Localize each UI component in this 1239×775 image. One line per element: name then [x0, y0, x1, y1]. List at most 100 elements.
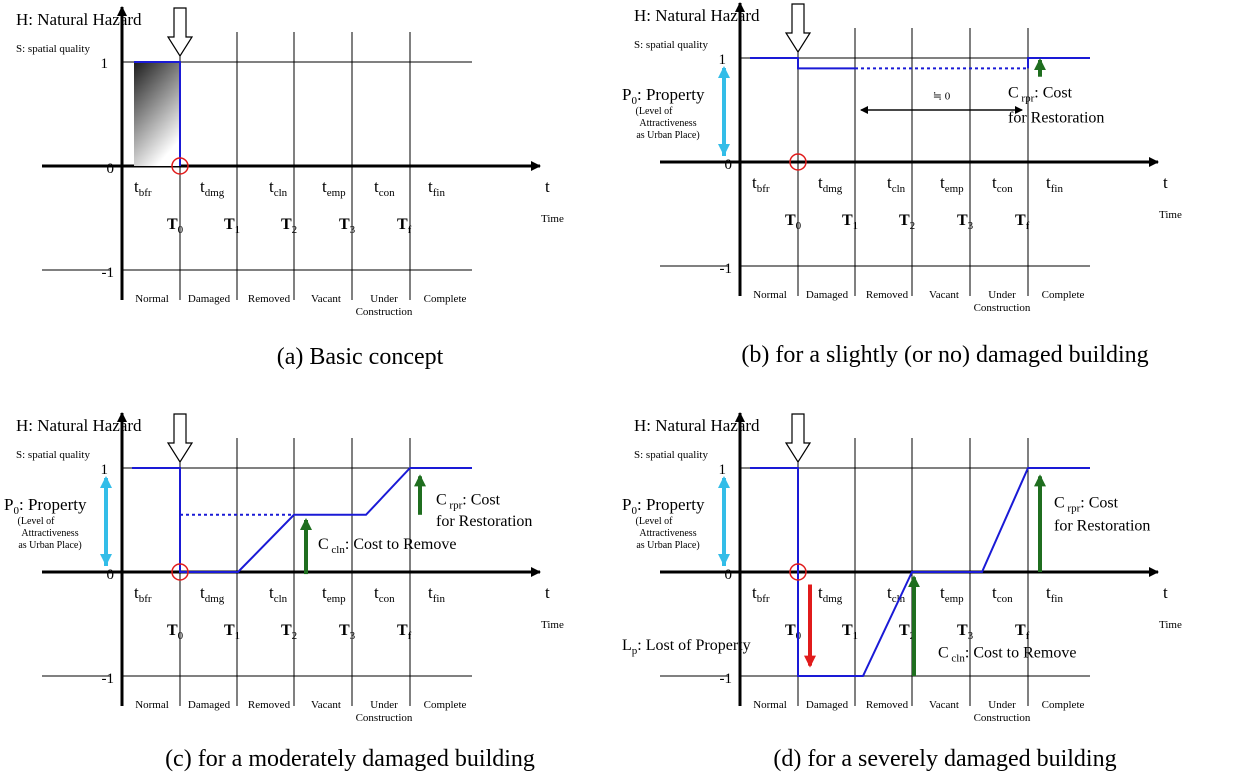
marker-T1: T1 — [224, 216, 240, 236]
phase-label-dmg: tdmg — [818, 583, 843, 605]
marker-T3: T3 — [957, 212, 974, 232]
t-axis-label: t — [545, 177, 550, 196]
restoration-cost-label-2: for Restoration — [1008, 109, 1104, 126]
state-complete: Complete — [1042, 699, 1085, 711]
removal-cost-label: C cln: Cost to Remove — [318, 536, 456, 556]
y-tick-1: 1 — [101, 56, 109, 72]
phase-label-bfr: tbfr — [752, 173, 770, 195]
state-complete: Complete — [424, 699, 467, 711]
y-tick-0: 0 — [725, 567, 733, 583]
caption-a: (a) Basic concept — [277, 344, 444, 370]
marker-T0: T0 — [785, 212, 802, 232]
hazard-arrow-icon — [166, 413, 194, 464]
y-tick-0: 0 — [725, 157, 733, 173]
quality-line — [132, 467, 472, 573]
phase-label-fin: tfin — [428, 177, 445, 199]
state-complete: Complete — [424, 293, 467, 305]
state-normal: Normal — [135, 699, 169, 711]
property-label: P0: Property — [622, 85, 705, 107]
hazard-arrow-icon — [166, 7, 194, 58]
property-label: P0: Property — [622, 495, 705, 517]
restoration-cost-label: C rpr: Cost — [1054, 495, 1119, 515]
panel-d: H: Natural Hazard S: spatial quality 1 0 -1 t… — [622, 412, 1182, 724]
y-tick-1: 1 — [719, 462, 727, 478]
t-axis-label: t — [1163, 583, 1168, 602]
panel-c: H: Natural Hazard S: spatial quality 1 0 -1 t… — [4, 412, 564, 724]
y-tick-1: 1 — [101, 462, 109, 478]
state-normal: Normal — [753, 699, 787, 711]
quality-line-restored — [1027, 57, 1090, 69]
state-vacant: Vacant — [929, 289, 959, 301]
hazard-arrow-icon — [784, 3, 812, 54]
hazard-label: H: Natural Hazard — [634, 6, 760, 25]
property-label: P0: Property — [4, 495, 87, 517]
restoration-cost-label: C rpr: Cost — [436, 491, 501, 511]
phase-label-bfr: tbfr — [134, 177, 152, 199]
time-label: Time — [1159, 619, 1182, 631]
property-description: (Level of Attractiveness as Urban Place) — [18, 516, 82, 551]
marker-T1: T1 — [842, 622, 858, 642]
y-tick-minus-1: -1 — [102, 671, 115, 687]
phase-label-fin: tfin — [1046, 173, 1063, 195]
quality-line — [750, 57, 855, 70]
caption-b: (b) for a slightly (or no) damaged build… — [741, 342, 1148, 368]
hazard-point — [171, 563, 189, 581]
marker-Tf: Tf — [1015, 622, 1030, 642]
restoration-cost-label-2: for Restoration — [436, 513, 532, 530]
t-axis-label: t — [545, 583, 550, 602]
marker-T2: T2 — [899, 212, 915, 232]
marker-T3: T3 — [957, 622, 974, 642]
caption-d: (d) for a severely damaged building — [773, 746, 1116, 772]
restoration-cost-label: C rpr: Cost — [1008, 85, 1073, 105]
time-label: Time — [1159, 209, 1182, 221]
phase-label-con: tcon — [992, 173, 1013, 195]
phase-label-fin: tfin — [428, 583, 445, 605]
phase-label-con: tcon — [374, 177, 395, 199]
time-label: Time — [541, 213, 564, 225]
marker-T2: T2 — [281, 216, 297, 236]
phase-label-emp: temp — [940, 173, 964, 195]
phase-label-dmg: tdmg — [200, 177, 225, 199]
marker-T2: T2 — [281, 622, 297, 642]
state-vacant: Vacant — [929, 699, 959, 711]
state-damaged: Damaged — [188, 699, 231, 711]
state-damaged: Damaged — [806, 289, 849, 301]
spatial-quality-label: S: spatial quality — [634, 449, 708, 461]
marker-T0: T0 — [167, 216, 184, 236]
state-vacant: Vacant — [311, 699, 341, 711]
marker-T1: T1 — [842, 212, 858, 232]
state-under-construction: Under Construction — [356, 293, 413, 318]
state-under-construction: Under Construction — [974, 289, 1031, 314]
marker-T3: T3 — [339, 216, 356, 236]
state-vacant: Vacant — [311, 293, 341, 305]
phase-label-dmg: tdmg — [200, 583, 225, 605]
phase-label-cln: tcln — [269, 177, 288, 199]
state-damaged: Damaged — [806, 699, 849, 711]
phase-label-bfr: tbfr — [752, 583, 770, 605]
normal-area — [134, 62, 180, 166]
property-description: (Level of Attractiveness as Urban Place) — [636, 106, 700, 141]
phase-label-cln: tcln — [269, 583, 288, 605]
hazard-point — [171, 157, 189, 175]
phase-label-emp: temp — [322, 583, 346, 605]
spatial-quality-label: S: spatial quality — [16, 43, 90, 55]
property-description: (Level of Attractiveness as Urban Place) — [636, 516, 700, 551]
state-under-construction: Under Construction — [356, 699, 413, 724]
panel-b: H: Natural Hazard S: spatial quality 1 0 -1 t… — [622, 2, 1182, 314]
state-under-construction: Under Construction — [974, 699, 1031, 724]
marker-T1: T1 — [224, 622, 240, 642]
hazard-point — [789, 563, 807, 581]
spatial-quality-label: S: spatial quality — [16, 449, 90, 461]
state-removed: Removed — [248, 293, 291, 305]
phase-label-emp: temp — [940, 583, 964, 605]
quality-line — [134, 61, 181, 166]
y-tick-1: 1 — [719, 52, 727, 68]
state-complete: Complete — [1042, 289, 1085, 301]
y-tick-minus-1: -1 — [102, 265, 115, 281]
restoration-cost-label-2: for Restoration — [1054, 517, 1150, 534]
phase-label-dmg: tdmg — [818, 173, 843, 195]
y-tick-0: 0 — [107, 567, 115, 583]
hazard-label: H: Natural Hazard — [634, 416, 760, 435]
phase-label-con: tcon — [992, 583, 1013, 605]
